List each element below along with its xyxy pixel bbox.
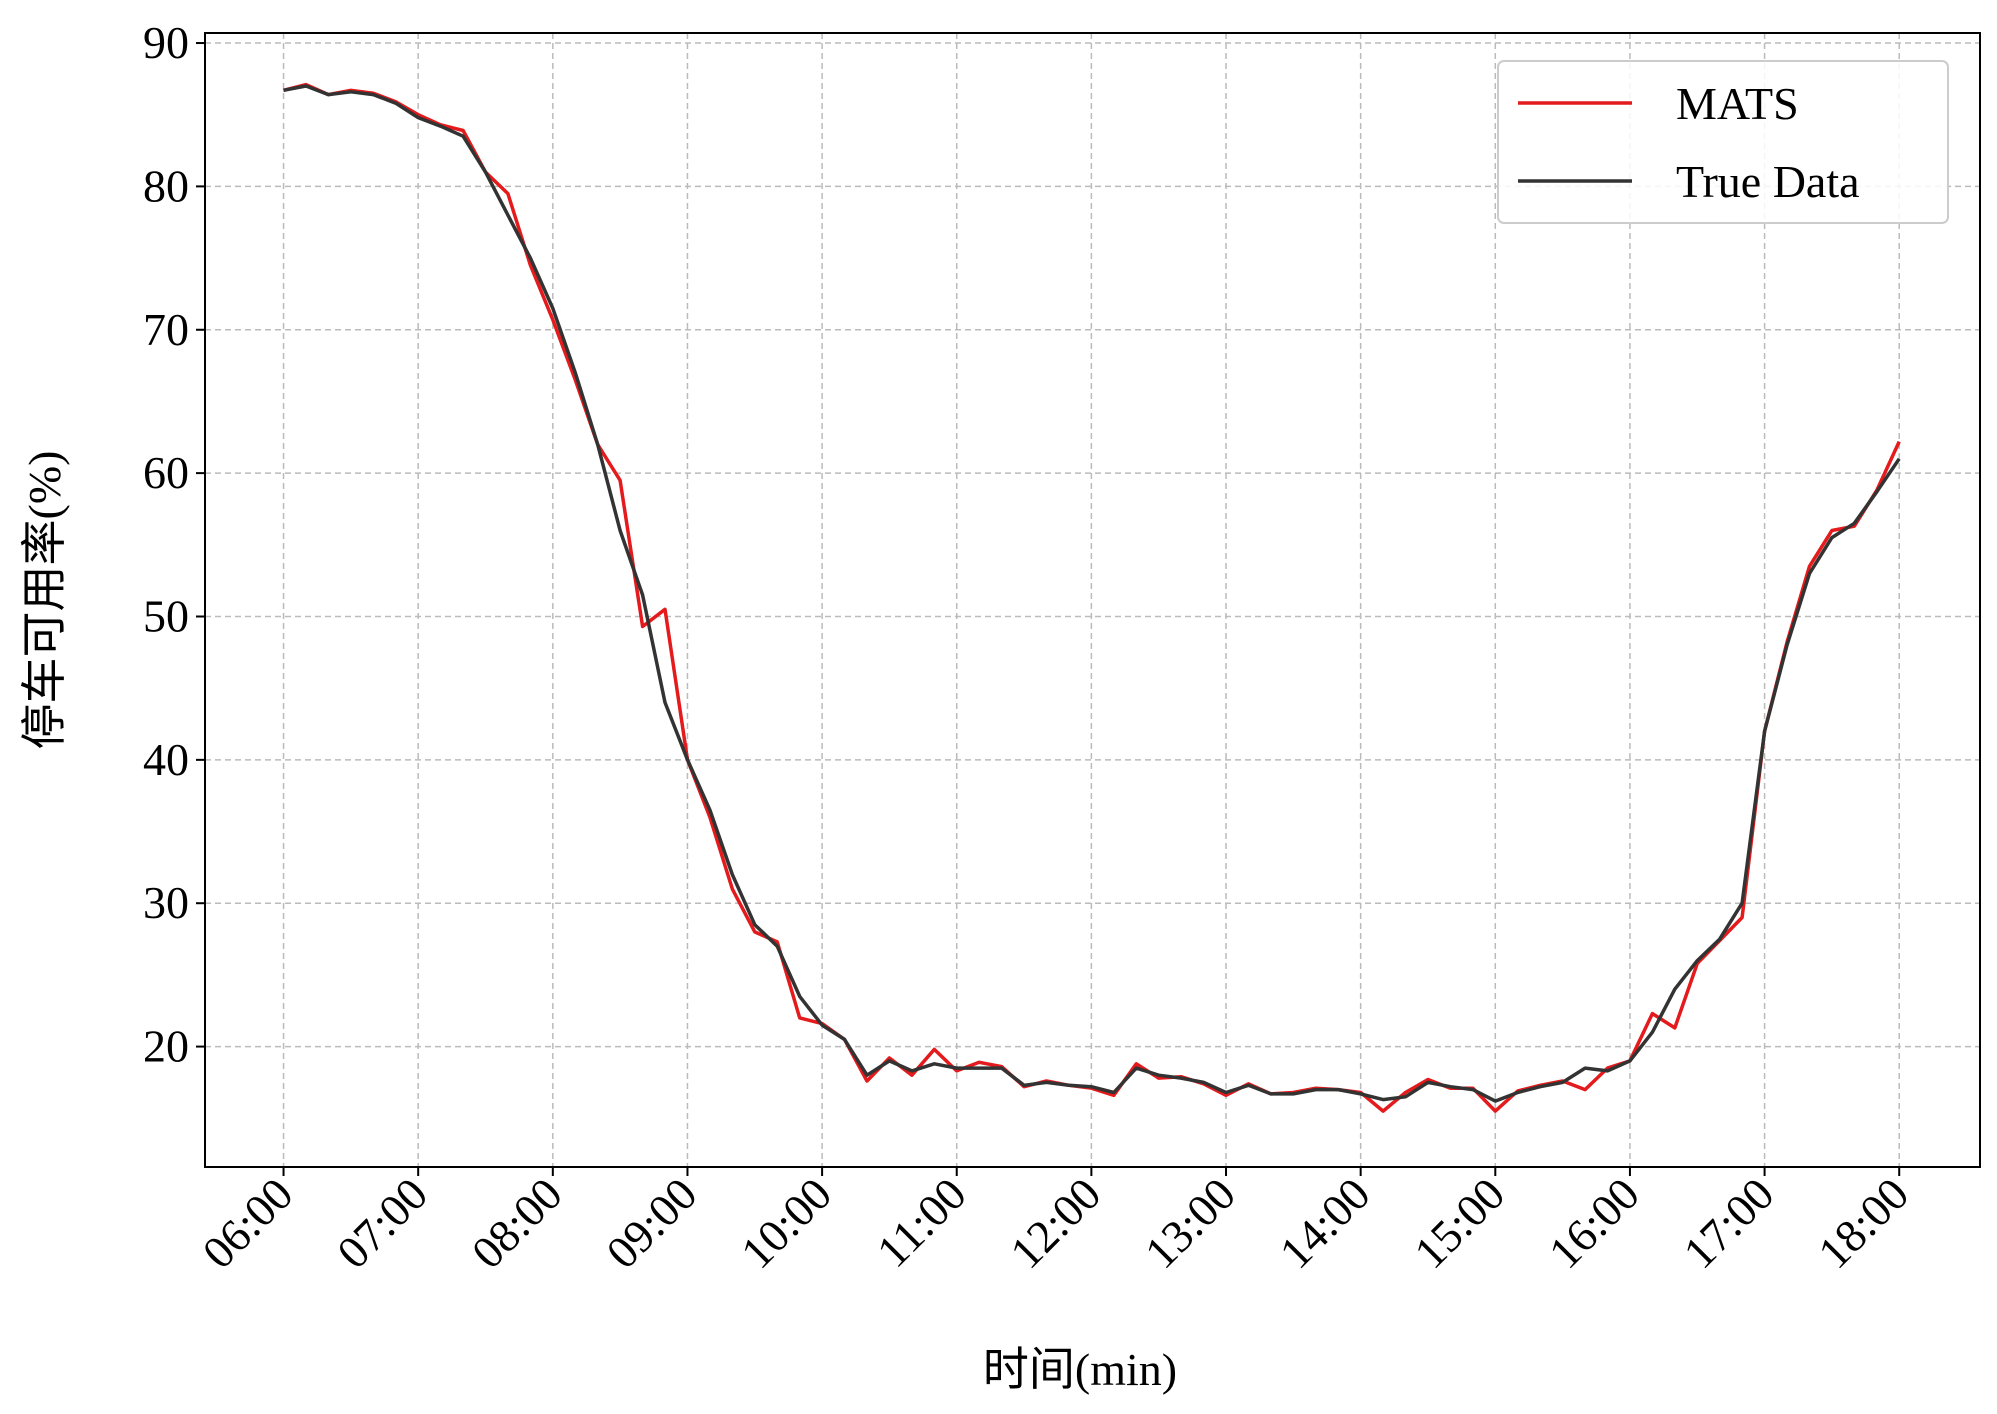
x-tick-label: 18:00: [1808, 1168, 1918, 1278]
y-tick-label: 60: [143, 447, 189, 498]
legend-label: MATS: [1676, 78, 1799, 129]
y-tick-label: 30: [143, 877, 189, 928]
legend-label: True Data: [1676, 156, 1860, 207]
x-tick-label: 15:00: [1404, 1168, 1514, 1278]
y-axis-label: 停车可用率(%): [19, 451, 70, 750]
x-tick-label: 10:00: [731, 1168, 841, 1278]
x-tick-label: 11:00: [867, 1168, 976, 1277]
x-tick-label: 12:00: [1000, 1168, 1110, 1278]
y-tick-label: 80: [143, 160, 189, 211]
y-tick-label: 50: [143, 590, 189, 641]
series-line: [283, 84, 1901, 1103]
y-tick-label: 20: [143, 1021, 189, 1072]
plot-frame: [204, 32, 1981, 1168]
y-tick-label: 40: [143, 734, 189, 785]
x-tick-label: 09:00: [596, 1168, 706, 1278]
x-axis-label: 时间(min): [983, 1344, 1177, 1395]
x-tick-label: 06:00: [192, 1168, 302, 1278]
x-tick-label: 13:00: [1135, 1168, 1245, 1278]
x-tick-label: 07:00: [327, 1168, 437, 1278]
y-tick-label: 90: [143, 17, 189, 68]
x-tick-label: 17:00: [1673, 1168, 1783, 1278]
x-tick-label: 08:00: [462, 1168, 572, 1278]
x-tick-label: 14:00: [1270, 1168, 1380, 1278]
y-tick-label: 70: [143, 304, 189, 355]
x-tick-label: 16:00: [1539, 1168, 1649, 1278]
